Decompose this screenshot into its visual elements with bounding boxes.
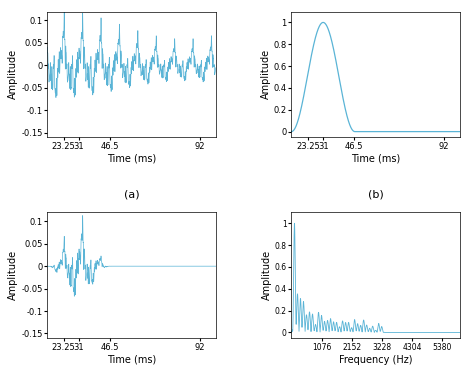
X-axis label: Time (ms): Time (ms) (107, 354, 156, 364)
X-axis label: Time (ms): Time (ms) (351, 154, 400, 164)
X-axis label: Frequency (Hz): Frequency (Hz) (339, 354, 412, 364)
Y-axis label: Amplitude: Amplitude (9, 49, 18, 99)
Y-axis label: Amplitude: Amplitude (261, 49, 271, 99)
Text: (a): (a) (124, 190, 139, 200)
Y-axis label: Amplitude: Amplitude (9, 250, 18, 300)
Y-axis label: Amplitude: Amplitude (262, 250, 272, 300)
Text: (b): (b) (368, 190, 383, 200)
X-axis label: Time (ms): Time (ms) (107, 154, 156, 164)
